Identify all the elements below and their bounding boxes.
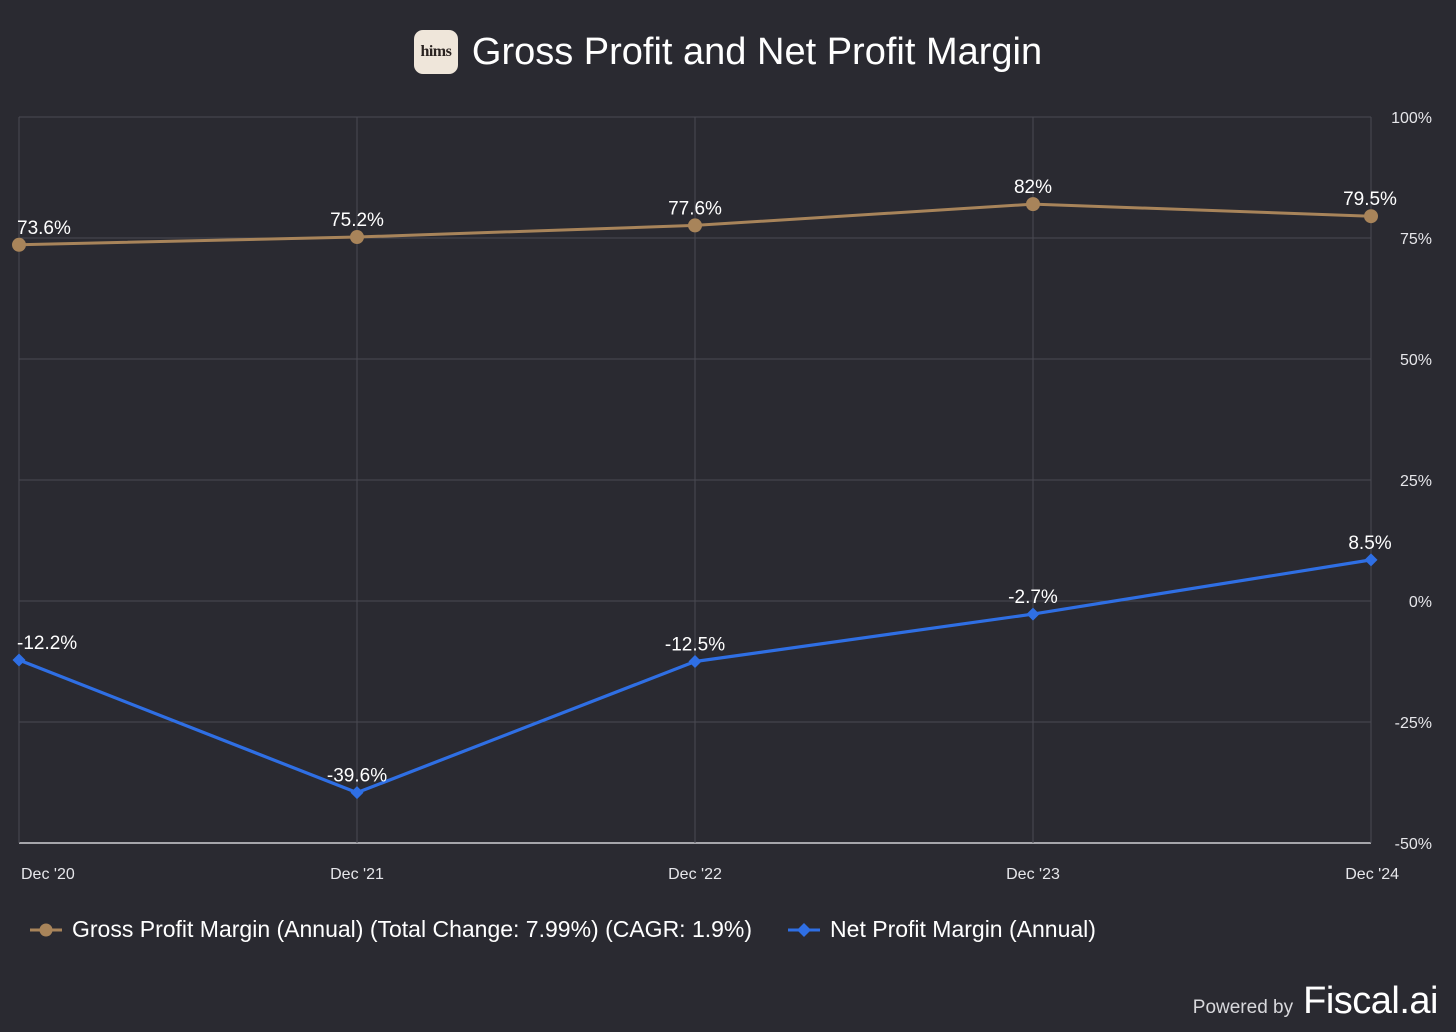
net-legend-icon xyxy=(788,922,821,937)
line-chart: 100% 75% 50% 25% 0% -25% -50% Dec '20 Dec '21 Dec… xyxy=(12,110,1432,883)
gross-legend-icon xyxy=(30,923,62,936)
x-tick-label: Dec '20 xyxy=(21,866,75,883)
net-data-point xyxy=(688,655,702,668)
net-data-point xyxy=(350,786,364,800)
net-data-label: -39.6% xyxy=(327,766,387,787)
gross-data-point xyxy=(350,230,364,245)
footer: Powered by Fiscal.ai xyxy=(1192,980,1439,1023)
gross-data-point xyxy=(688,218,702,233)
y-tick-label: 25% xyxy=(1400,473,1432,490)
legend-label-net: Net Profit Margin (Annual) xyxy=(830,916,1096,942)
series xyxy=(12,197,1378,800)
y-tick-label: -50% xyxy=(1395,836,1432,853)
gross-data-point xyxy=(12,237,26,252)
gross-data-point xyxy=(1364,209,1378,224)
gross-data-label: 82% xyxy=(1014,177,1052,198)
net-data-point xyxy=(1026,607,1040,621)
net-data-label: 8.5% xyxy=(1348,533,1391,554)
chart-title: Gross Profit and Net Profit Margin xyxy=(471,30,1043,73)
y-tick-label: -25% xyxy=(1395,715,1432,732)
gross-data-label: 79.5% xyxy=(1343,189,1397,210)
axes: 100% 75% 50% 25% 0% -25% -50% Dec '20 Dec '21 Dec… xyxy=(21,110,1432,883)
x-tick-label: Dec '21 xyxy=(330,866,384,883)
gross-data-point xyxy=(1026,197,1040,212)
x-tick-label: Dec '22 xyxy=(668,866,722,883)
y-tick-label: 75% xyxy=(1400,231,1432,248)
legend-item-gross[interactable]: Gross Profit Margin (Annual) (Total Chan… xyxy=(30,916,752,943)
net-data-label: -12.5% xyxy=(665,635,725,656)
legend-label-gross: Gross Profit Margin (Annual) (Total Chan… xyxy=(72,916,753,942)
brand-logo[interactable]: Fiscal.ai xyxy=(1303,980,1438,1022)
net-data-point xyxy=(1364,553,1378,567)
data-labels: 73.6% 75.2% 77.6% 82% 79.5% -12.2% -39.6% -12.5… xyxy=(17,177,1397,787)
chart-header: hims Gross Profit and Net Profit Margin xyxy=(0,30,1456,74)
powered-by-text: Powered by xyxy=(1192,997,1294,1018)
y-tick-label: 100% xyxy=(1391,110,1432,127)
legend-item-net[interactable]: Net Profit Margin (Annual) xyxy=(788,916,1096,943)
gross-data-label: 75.2% xyxy=(330,210,384,231)
net-data-label: -12.2% xyxy=(17,633,77,654)
net-data-point xyxy=(12,653,26,667)
legend: Gross Profit Margin (Annual) (Total Chan… xyxy=(30,916,1096,943)
y-tick-label: 50% xyxy=(1400,352,1432,369)
gross-data-label: 73.6% xyxy=(17,218,71,239)
company-logo: hims xyxy=(413,30,458,74)
gross-data-label: 77.6% xyxy=(668,198,722,219)
grid xyxy=(18,116,1372,844)
x-tick-label: Dec '24 xyxy=(1345,866,1399,883)
y-tick-label: 0% xyxy=(1409,594,1432,611)
x-tick-label: Dec '23 xyxy=(1006,866,1060,883)
net-data-label: -2.7% xyxy=(1008,587,1058,608)
